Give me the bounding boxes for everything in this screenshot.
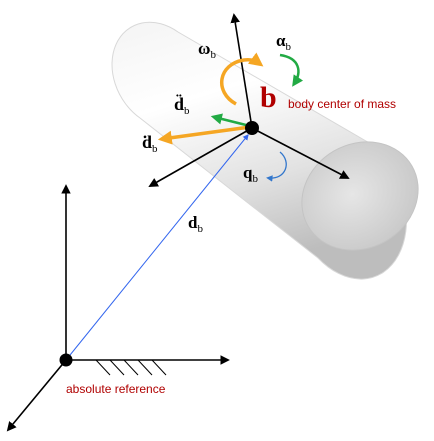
angular-velocity-arrow: [219, 52, 264, 106]
accel-label: d̈b: [174, 93, 190, 117]
body-center-point: [245, 121, 259, 135]
omega-label: ωb: [198, 39, 216, 61]
body-x-axis: [251, 127, 350, 179]
absolute-frame-axes: [6, 184, 230, 432]
linear-accel-arrow: [210, 113, 251, 128]
ground-hatching: [88, 359, 168, 376]
absolute-reference-label: absolute reference: [66, 382, 166, 396]
body-point-label: b: [260, 81, 277, 114]
body-z-axis: [230, 13, 253, 129]
q-rotation-arrow: [266, 151, 287, 182]
absolute-origin-point: [59, 353, 73, 367]
velocity-label: ḋb: [142, 132, 158, 155]
position-label: db: [188, 213, 203, 235]
linear-velocity-arrow: [157, 125, 251, 145]
angular-accel-arrow: [279, 53, 304, 87]
q-label: qb: [243, 163, 258, 185]
absolute-y-axis: [6, 359, 67, 432]
body-frame-axes: [148, 13, 350, 187]
position-vector-arrow: [65, 134, 249, 361]
cylinder: [111, 21, 419, 280]
alpha-label: αb: [276, 31, 292, 53]
body-y-axis: [148, 127, 253, 187]
body-center-label: body center of mass: [288, 97, 396, 111]
